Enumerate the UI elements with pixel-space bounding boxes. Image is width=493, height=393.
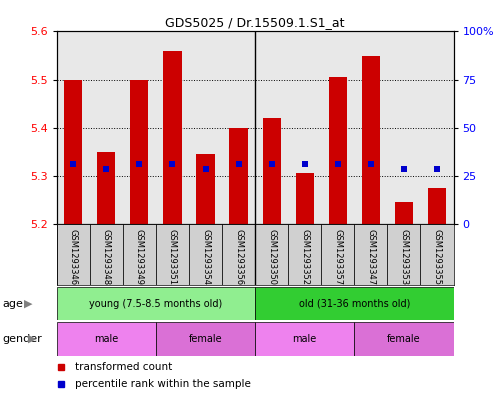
Text: GSM1293356: GSM1293356 <box>234 229 243 285</box>
Text: age: age <box>2 299 23 309</box>
Text: ▶: ▶ <box>28 334 36 344</box>
Text: GSM1293354: GSM1293354 <box>201 229 210 285</box>
Bar <box>255 224 288 285</box>
Bar <box>123 224 156 285</box>
Text: transformed count: transformed count <box>74 362 172 372</box>
Bar <box>222 224 255 285</box>
Bar <box>263 118 281 224</box>
Bar <box>156 322 255 356</box>
Bar <box>329 77 347 224</box>
Text: old (31-36 months old): old (31-36 months old) <box>299 299 410 309</box>
Bar <box>362 55 380 224</box>
Text: GSM1293352: GSM1293352 <box>300 229 309 285</box>
Text: GSM1293357: GSM1293357 <box>333 229 342 285</box>
Text: GSM1293355: GSM1293355 <box>432 229 442 285</box>
Text: GSM1293351: GSM1293351 <box>168 229 177 285</box>
Bar <box>57 224 90 285</box>
Text: young (7.5-8.5 months old): young (7.5-8.5 months old) <box>89 299 222 309</box>
Text: GSM1293348: GSM1293348 <box>102 229 111 285</box>
Text: female: female <box>189 334 222 344</box>
Bar <box>321 224 354 285</box>
Text: GSM1293346: GSM1293346 <box>69 229 78 285</box>
Bar <box>90 224 123 285</box>
Text: male: male <box>293 334 317 344</box>
Text: GSM1293350: GSM1293350 <box>267 229 276 285</box>
Text: percentile rank within the sample: percentile rank within the sample <box>74 379 250 389</box>
Bar <box>57 322 156 356</box>
Text: male: male <box>94 334 118 344</box>
Bar <box>97 152 115 224</box>
Bar <box>255 287 454 320</box>
Bar <box>64 80 82 224</box>
Bar <box>156 224 189 285</box>
Text: GSM1293349: GSM1293349 <box>135 229 144 285</box>
Bar <box>163 51 181 224</box>
Bar <box>196 154 214 224</box>
Bar <box>189 224 222 285</box>
Bar <box>354 224 387 285</box>
Bar <box>421 224 454 285</box>
Bar <box>428 188 446 224</box>
Text: female: female <box>387 334 421 344</box>
Bar <box>387 224 421 285</box>
Text: ▶: ▶ <box>24 299 32 309</box>
Text: gender: gender <box>2 334 42 344</box>
Bar <box>57 287 255 320</box>
Text: GSM1293353: GSM1293353 <box>399 229 409 285</box>
Bar <box>230 128 247 224</box>
Bar <box>296 173 314 224</box>
Text: GSM1293347: GSM1293347 <box>366 229 375 285</box>
Title: GDS5025 / Dr.15509.1.S1_at: GDS5025 / Dr.15509.1.S1_at <box>165 16 345 29</box>
Bar <box>130 80 148 224</box>
Bar <box>395 202 413 224</box>
Bar <box>255 322 354 356</box>
Bar <box>288 224 321 285</box>
Bar <box>354 322 454 356</box>
